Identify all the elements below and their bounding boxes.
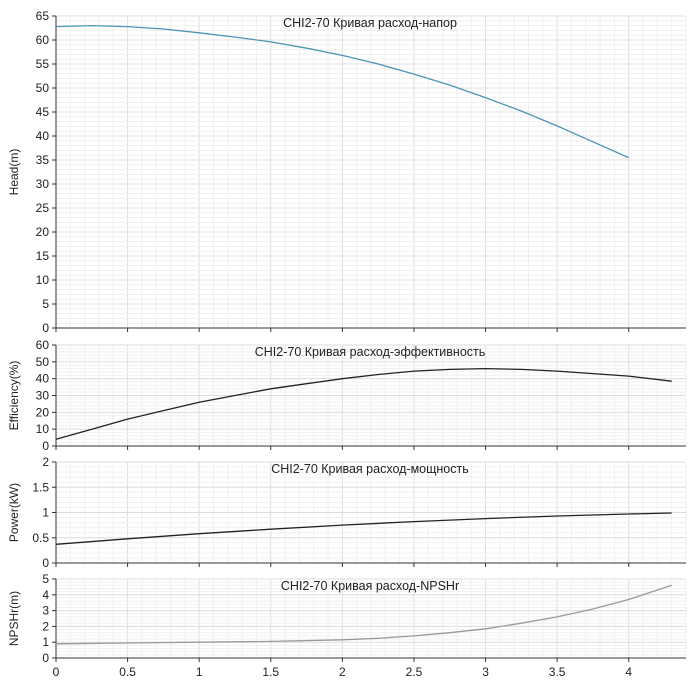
y-tick-label: 50 <box>36 355 50 369</box>
x-tick-label: 2.5 <box>406 665 423 679</box>
y-tick-label: 5 <box>42 297 49 311</box>
chart-title: CHI2-70 Кривая расход-эффективность <box>255 345 486 359</box>
y-tick-label: 30 <box>36 177 50 191</box>
y-tick-label: 1 <box>42 506 49 520</box>
chart-panel-1: 0 10 20 30 40 50 60 Efficiency(%) CHI2-70 Кривая… <box>7 338 687 453</box>
x-tick-label: 0 <box>53 665 60 679</box>
y-axis-label: NPSHr(m) <box>7 591 21 646</box>
y-tick-label: 40 <box>36 129 50 143</box>
y-tick-label: 0.5 <box>32 531 49 545</box>
chart-panel-2: 0 0.5 1 1.5 2 Power(kW) CHI2-70 Кривая расход-… <box>7 455 687 570</box>
y-tick-label: 10 <box>36 273 50 287</box>
series-line <box>55 584 672 645</box>
y-tick-label: 25 <box>36 201 50 215</box>
y-tick-label: 30 <box>36 389 50 403</box>
chart-title: CHI2-70 Кривая расход-мощность <box>271 462 469 476</box>
y-tick-label: 65 <box>36 9 50 23</box>
x-tick-label: 3 <box>482 665 489 679</box>
y-tick-label: 4 <box>42 588 49 602</box>
x-tick-label: 1 <box>196 665 203 679</box>
y-tick-label: 0 <box>42 556 49 570</box>
y-axis-label: Head(m) <box>7 149 21 196</box>
series-line <box>55 24 629 159</box>
y-tick-label: 1 <box>42 635 49 649</box>
x-tick-label: 1.5 <box>262 665 279 679</box>
y-tick-label: 40 <box>36 372 50 386</box>
chart-title: CHI2-70 Кривая расход-напор <box>283 16 457 30</box>
x-tick-label: 2 <box>339 665 346 679</box>
y-tick-label: 20 <box>36 225 50 239</box>
y-tick-label: 55 <box>36 57 50 71</box>
y-tick-label: 60 <box>36 338 50 352</box>
series-line <box>55 367 672 440</box>
y-axis-label: Efficiency(%) <box>7 361 21 431</box>
y-tick-label: 10 <box>36 422 50 436</box>
series-line <box>55 512 672 545</box>
y-axis-label: Power(kW) <box>7 483 21 542</box>
chart-title: CHI2-70 Кривая расход-NPSHr <box>281 579 459 593</box>
y-tick-label: 35 <box>36 153 50 167</box>
y-tick-label: 15 <box>36 249 50 263</box>
y-tick-label: 3 <box>42 604 49 618</box>
y-tick-label: 0 <box>42 651 49 665</box>
y-tick-label: 2 <box>42 619 49 633</box>
y-tick-label: 0 <box>42 439 49 453</box>
x-tick-label: 3.5 <box>549 665 566 679</box>
y-tick-label: 2 <box>42 455 49 469</box>
x-tick-label: 0.5 <box>119 665 136 679</box>
y-tick-label: 45 <box>36 105 50 119</box>
x-tick-label: 4 <box>625 665 632 679</box>
y-tick-label: 1.5 <box>32 480 49 494</box>
y-tick-label: 60 <box>36 33 50 47</box>
chart-panel-0: 0 5 10 15 20 25 30 35 40 45 50 55 60 65 Head(m) CHI2-70… <box>7 9 687 335</box>
y-tick-label: 5 <box>42 572 49 586</box>
y-tick-label: 0 <box>42 321 49 335</box>
y-tick-label: 20 <box>36 405 50 419</box>
y-tick-label: 50 <box>36 81 50 95</box>
